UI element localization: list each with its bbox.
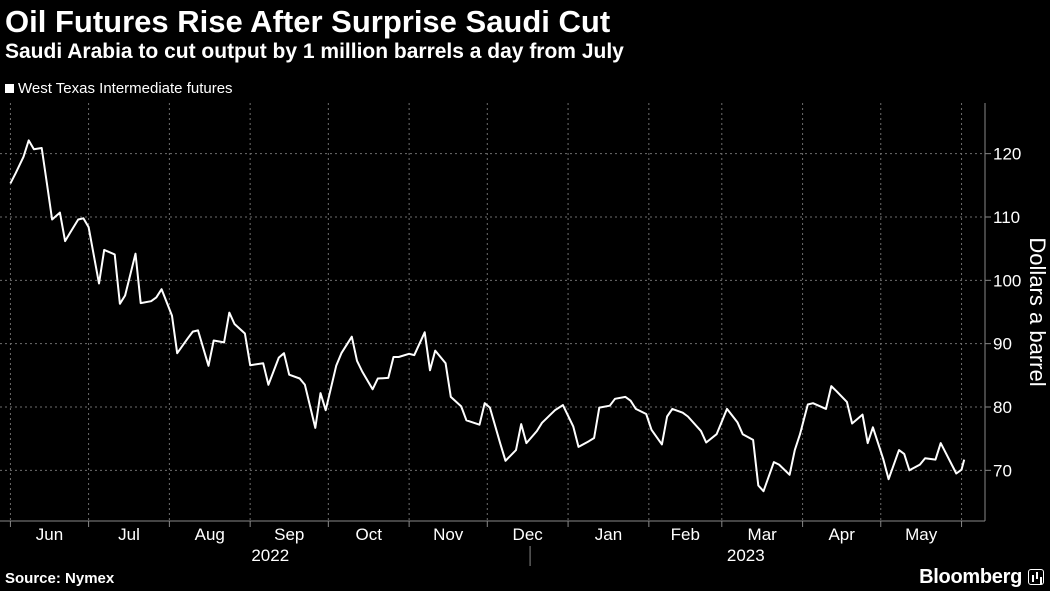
grid — [0, 103, 985, 521]
y-axis: 70 80 90 100 110 120 — [984, 103, 1021, 521]
x-tick-label: Jun — [36, 525, 63, 544]
legend-swatch — [5, 84, 14, 93]
x-tick-label: Oct — [355, 525, 382, 544]
x-year-label: 2023 — [727, 546, 765, 565]
x-tick-label: Apr — [828, 525, 855, 544]
chart-subtitle: Saudi Arabia to cut output by 1 million … — [5, 40, 624, 63]
y-axis-label: Dollars a barrel — [1025, 237, 1050, 386]
chart-title: Oil Futures Rise After Surprise Saudi Cu… — [5, 4, 611, 39]
y-tick-label: 100 — [993, 271, 1021, 290]
y-tick-label: 110 — [993, 208, 1020, 227]
x-tick-label: Mar — [748, 525, 778, 544]
x-year-label: 2022 — [251, 546, 289, 565]
chart-icon — [1028, 569, 1044, 585]
series-line-wti — [9, 139, 966, 493]
legend: West Texas Intermediate futures — [5, 80, 233, 97]
x-axis: Jun Jul Aug Sep Oct Nov Dec Jan Feb Mar Apr May 2022… — [0, 520, 985, 566]
y-tick-label: 90 — [993, 335, 1012, 354]
x-tick-label: Jan — [595, 525, 622, 544]
x-tick-label: Nov — [433, 525, 464, 544]
source-note: Source: Nymex — [5, 570, 115, 587]
y-tick-label: 70 — [993, 461, 1012, 480]
bloomberg-logo: Bloomberg — [919, 566, 1022, 588]
x-tick-label: Aug — [195, 525, 225, 544]
x-tick-label: Sep — [274, 525, 304, 544]
x-tick-label: Feb — [671, 525, 700, 544]
x-tick-label: Jul — [118, 525, 140, 544]
x-tick-label: May — [905, 525, 938, 544]
y-tick-label: 80 — [993, 398, 1012, 417]
plot-area — [9, 139, 966, 493]
legend-label: West Texas Intermediate futures — [18, 80, 233, 97]
y-tick-label: 120 — [993, 145, 1021, 164]
x-tick-label: Dec — [513, 525, 544, 544]
